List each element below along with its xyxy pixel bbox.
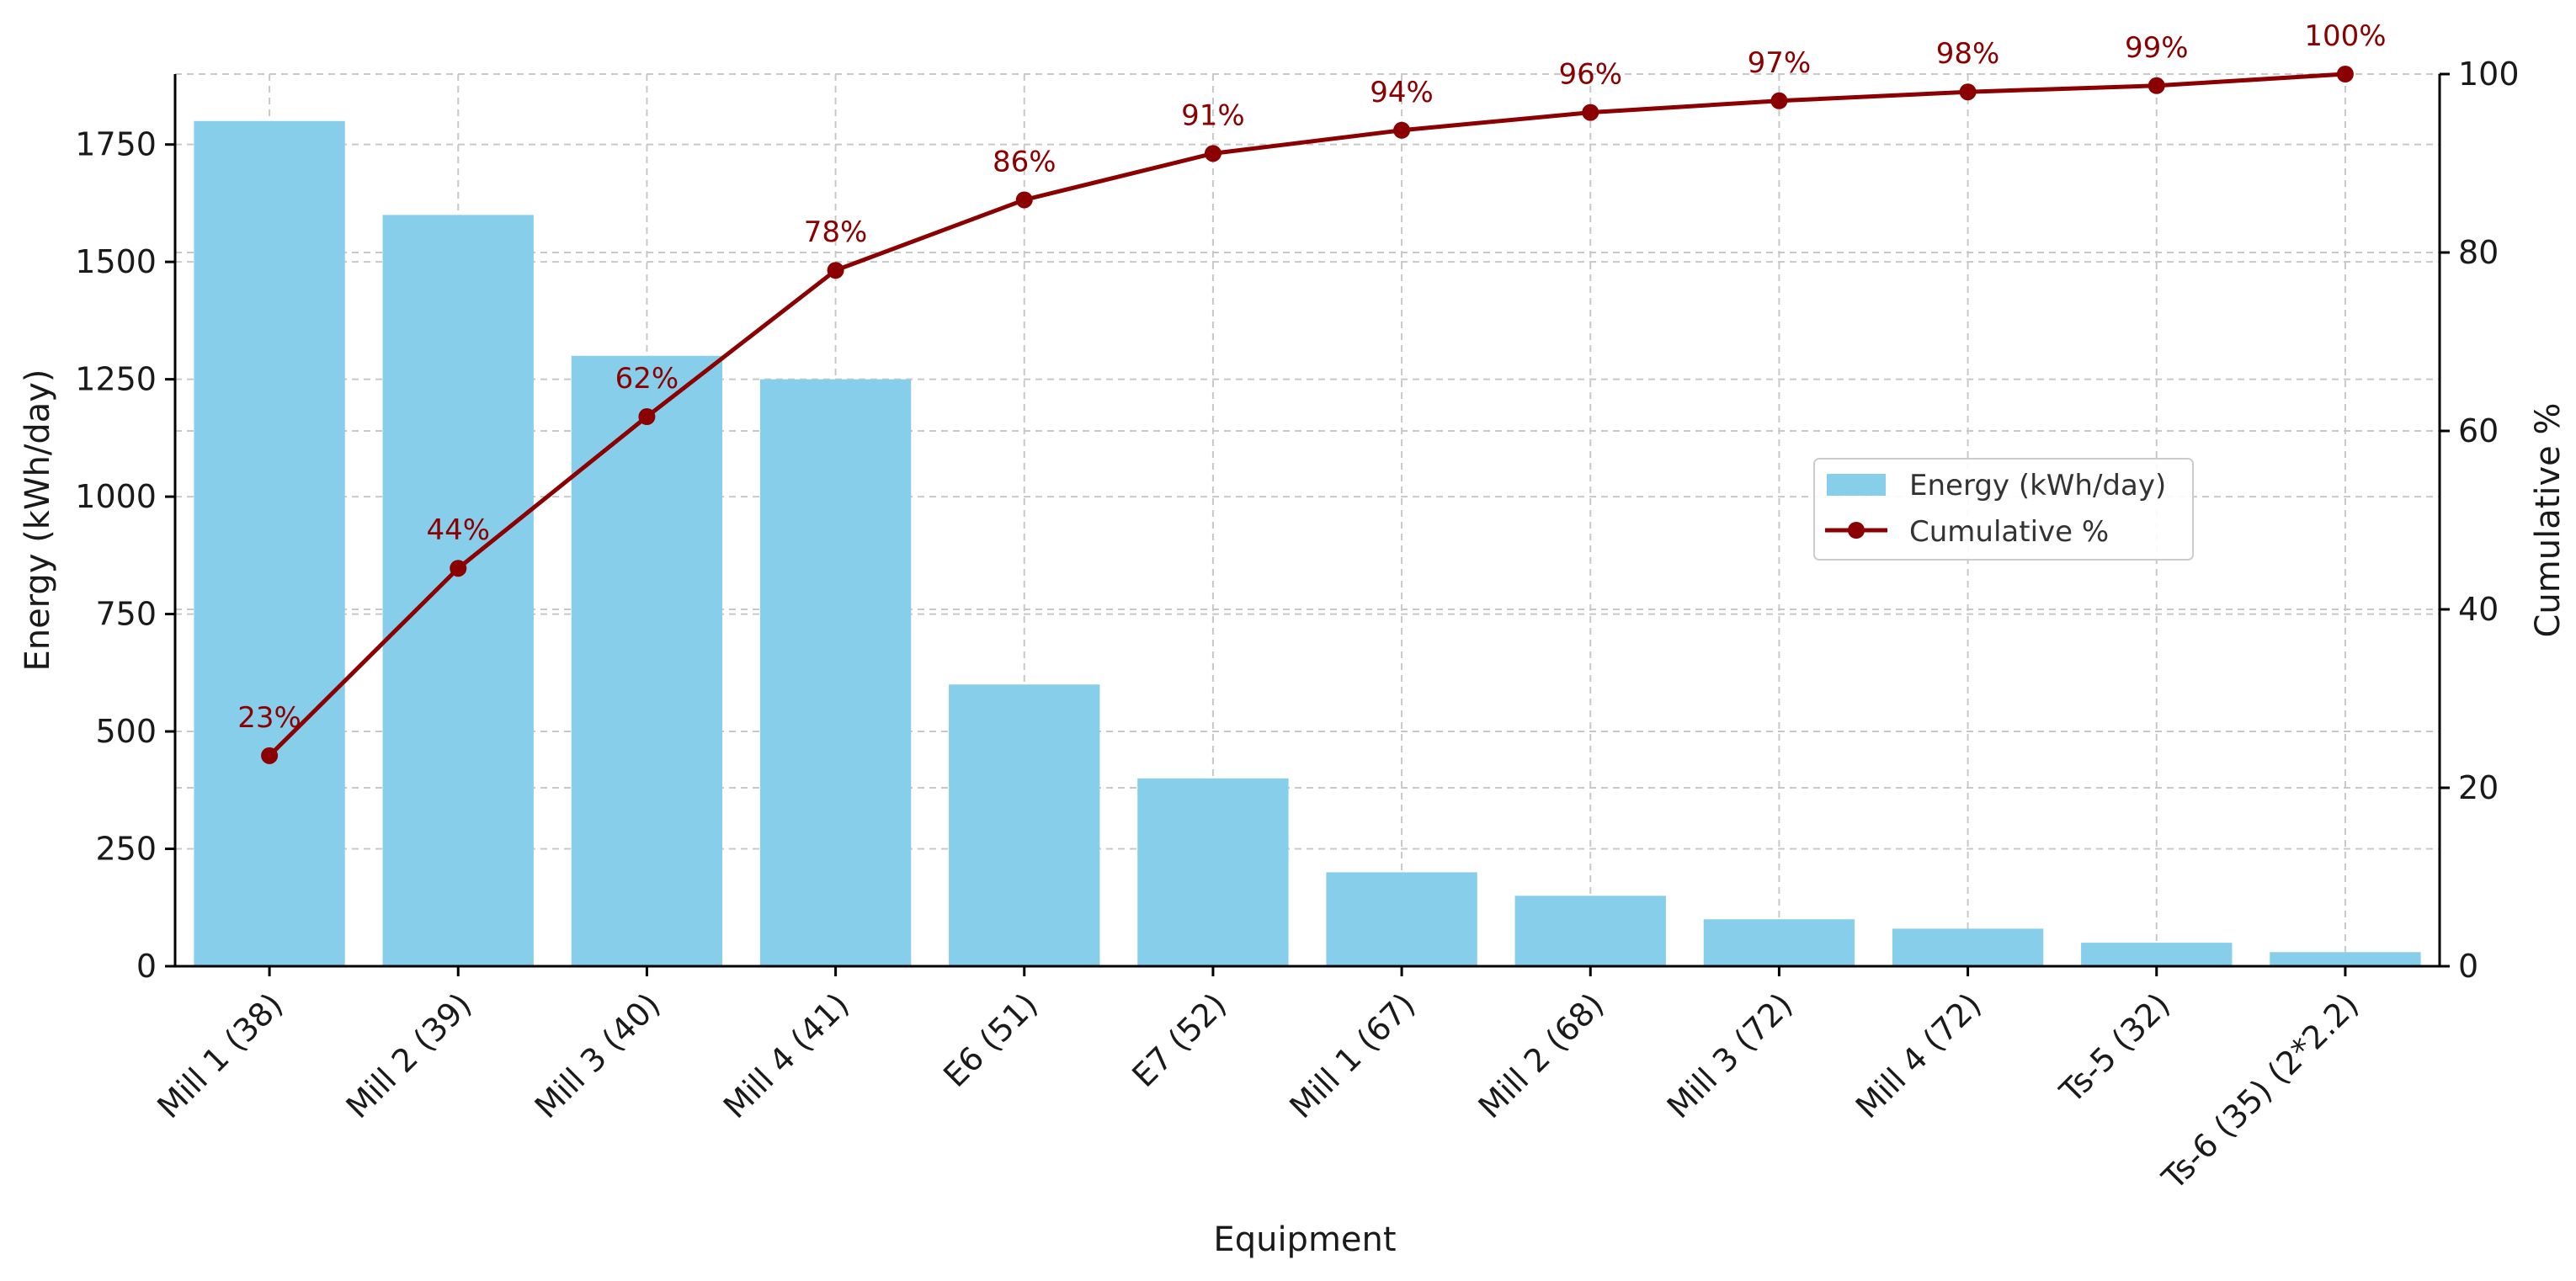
y2-tick-label: 40 [2458, 591, 2499, 628]
y2-tick-label: 20 [2458, 769, 2499, 806]
x-tick-label: Mill 1 (38) [150, 986, 290, 1125]
energy-bar [1326, 872, 1477, 966]
cumulative-label: 86% [993, 145, 1056, 178]
legend-frame [1813, 458, 2194, 561]
y-axis-title: Energy (kWh/day) [19, 369, 57, 671]
cumulative-point [1204, 145, 1221, 162]
cumulative-point [1582, 104, 1599, 121]
y2-tick-label: 100 [2458, 56, 2520, 93]
x-axis-title: Equipment [1213, 1220, 1396, 1259]
y-tick-label: 1250 [75, 361, 157, 398]
y-tick-label: 500 [95, 713, 157, 750]
cumulative-line [268, 72, 2346, 757]
energy-bar [1703, 919, 1855, 966]
x-tick-label: Mill 2 (68) [1472, 986, 1611, 1125]
x-tick-label: E6 (51) [936, 986, 1045, 1094]
legend-line-label: Cumulative % [1909, 515, 2109, 549]
y2-axis-title: Cumulative % [2529, 402, 2568, 637]
cumulative-label: 91% [1181, 98, 1245, 132]
x-tick-label: Mill 3 (72) [1660, 986, 1800, 1125]
legend-line-marker [1848, 522, 1865, 539]
energy-bar [1514, 896, 1666, 966]
x-tick-label: Mill 3 (40) [528, 986, 668, 1125]
energy-bar [949, 684, 1100, 966]
x-tick-label: E7 (52) [1125, 986, 1233, 1094]
cumulative-point [2148, 77, 2165, 94]
x-tick-label: Mill 2 (39) [339, 986, 479, 1125]
x-tick-label: Ts-5 (32) [2052, 986, 2177, 1110]
cumulative-point [1959, 83, 1977, 101]
x-tick-label: Mill 1 (67) [1282, 986, 1422, 1125]
cumulative-label: 97% [1748, 46, 1812, 80]
cumulative-point [2336, 66, 2354, 82]
cumulative-point [1770, 92, 1788, 109]
y-tick-label: 1500 [75, 243, 157, 280]
labels-layer: 23% 44% 62% 78% 86% 91% 94% 96% 97% 98% 99% 100% [237, 19, 2386, 735]
energy-bar [2270, 952, 2421, 966]
energy-bar [571, 355, 723, 967]
cumulative-point [638, 408, 656, 426]
x-tick-label: Mill 4 (72) [1849, 986, 1988, 1125]
cumulative-point [261, 747, 279, 764]
cumulative-point [827, 262, 844, 279]
legend-bar-label: Energy (kWh/day) [1909, 469, 2166, 502]
cumulative-point [1393, 121, 1411, 139]
cumulative-label: 62% [615, 362, 679, 396]
cumulative-label: 78% [804, 215, 868, 249]
cumulative-label: 96% [1558, 58, 1622, 92]
cumulative-point [450, 560, 467, 577]
cumulative-label: 44% [426, 513, 490, 547]
legend: Energy (kWh/day) Cumulative % [1813, 458, 2194, 561]
bars-layer [194, 120, 2421, 967]
energy-bar [382, 215, 534, 967]
cumulative-label: 99% [2125, 31, 2189, 65]
energy-bar [2081, 943, 2233, 966]
cumulative-label: 23% [237, 701, 301, 735]
energy-bar [194, 120, 345, 966]
legend-bar-swatch [1827, 474, 1886, 496]
cumulative-label: 98% [1936, 37, 2000, 71]
cumulative-label: 100% [2304, 19, 2386, 53]
y2-tick-label: 0 [2458, 948, 2478, 985]
y-tick-label: 1000 [75, 478, 157, 515]
y2-tick-label: 80 [2458, 234, 2499, 271]
cumulative-label: 94% [1370, 76, 1434, 109]
energy-bar [1892, 928, 2044, 966]
x-tick-label: Mill 4 (41) [716, 986, 856, 1125]
energy-bar [1137, 778, 1289, 966]
y-tick-label: 1750 [75, 126, 157, 163]
y-tick-label: 750 [95, 596, 157, 633]
energy-bar [759, 379, 912, 966]
y-tick-label: 0 [136, 948, 157, 985]
y-tick-label: 250 [95, 831, 157, 868]
y2-tick-label: 60 [2458, 412, 2499, 449]
x-tick-label: Ts-6 (35) (2*2.2) [2154, 986, 2366, 1197]
cumulative-line-layer [261, 66, 2354, 764]
cumulative-point [1015, 191, 1033, 209]
